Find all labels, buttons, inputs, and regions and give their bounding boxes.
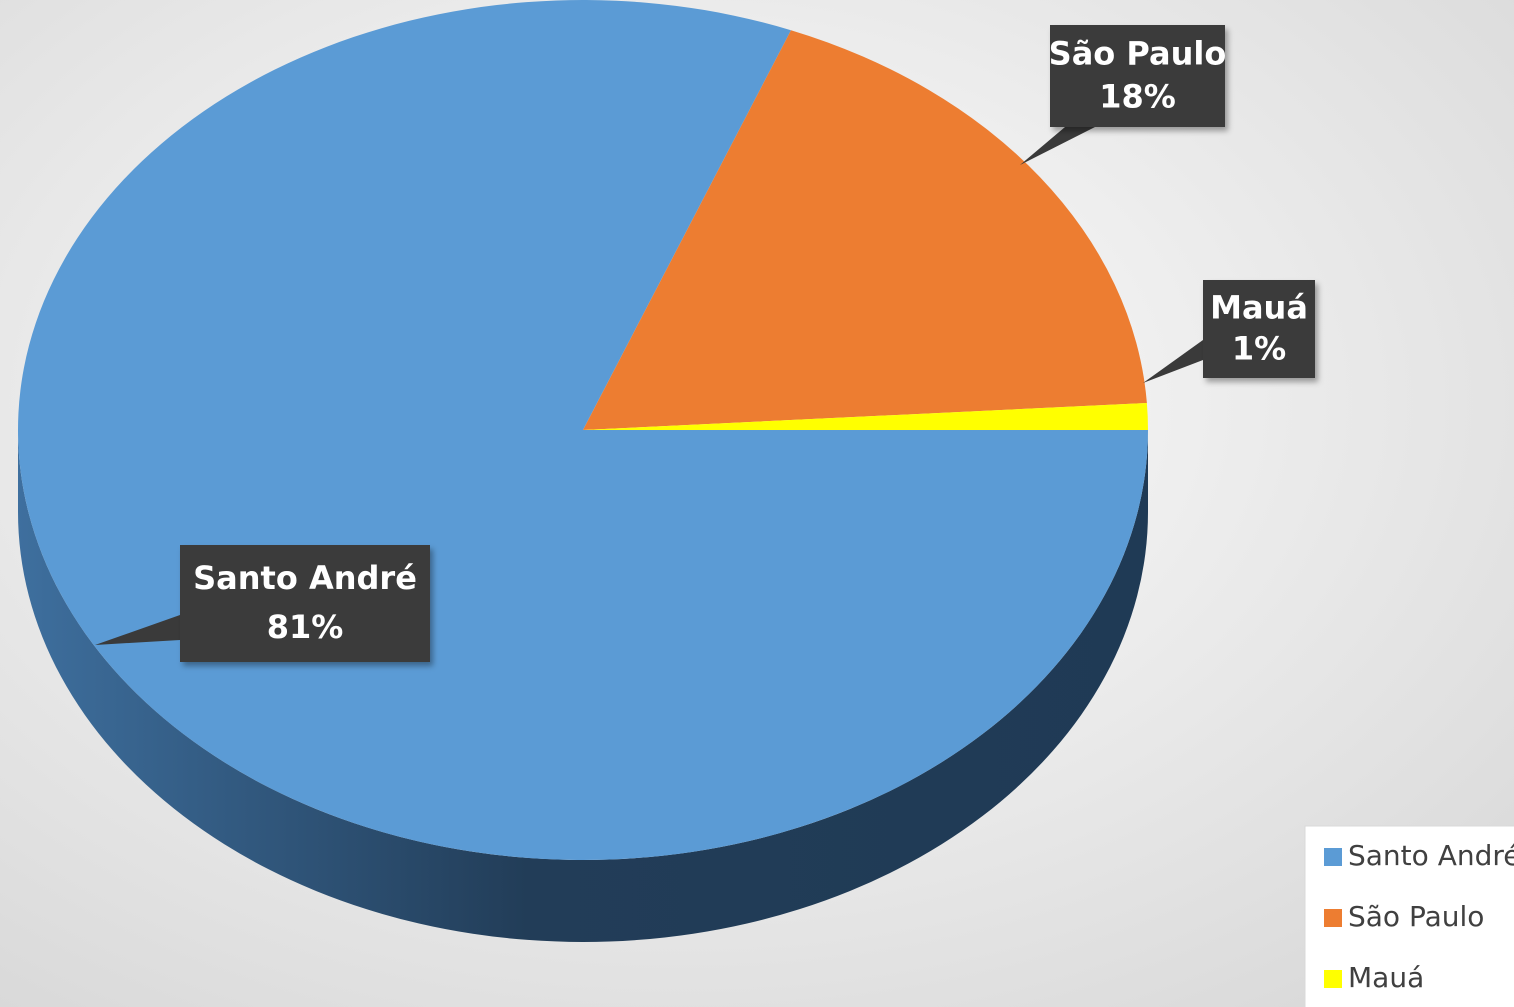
callout-pointer — [1020, 127, 1095, 165]
legend-label: Mauá — [1348, 961, 1424, 994]
data-label-value: 81% — [267, 608, 344, 646]
callout-box — [180, 545, 430, 662]
legend-swatch — [1324, 909, 1342, 927]
legend-swatch — [1324, 970, 1342, 988]
callout-box — [1050, 25, 1225, 127]
data-label-name: Santo André — [193, 559, 417, 597]
data-label-value: 1% — [1232, 330, 1286, 368]
pie-slice — [583, 403, 1148, 430]
pie-side — [18, 430, 1148, 942]
legend-label: Santo André — [1348, 839, 1514, 872]
pie-slice — [583, 30, 1147, 431]
callout-pointer — [1143, 340, 1203, 383]
callout-pointer — [95, 615, 180, 645]
legend-swatch — [1324, 848, 1342, 866]
legend-label: São Paulo — [1348, 900, 1484, 933]
data-label-name: Mauá — [1210, 288, 1308, 326]
callout-box — [1203, 280, 1315, 378]
plot: Santo André 81% São Paulo 18% Mauá 1% Santo An… — [18, 0, 1514, 1007]
data-label-value: 18% — [1099, 77, 1176, 115]
data-label-name: São Paulo — [1049, 35, 1227, 73]
